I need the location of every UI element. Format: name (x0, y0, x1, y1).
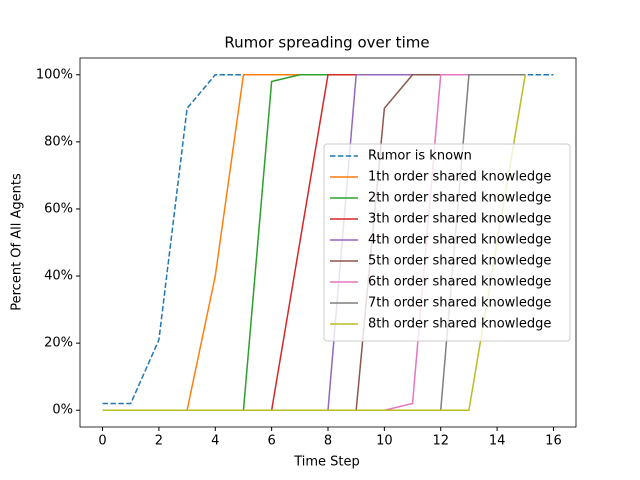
legend-label: 1th order shared knowledge (368, 170, 551, 185)
y-tick-label: 0% (52, 403, 73, 418)
plot-frame (79, 57, 577, 428)
x-tick-label: 2 (155, 434, 163, 449)
series-line (102, 74, 527, 411)
y-axis-label: Percent Of All Agents (10, 173, 25, 311)
x-tick-label: 4 (211, 434, 219, 449)
x-tick-label: 0 (98, 434, 106, 449)
legend-label: Rumor is known (368, 149, 472, 164)
legend-label: 8th order shared knowledge (368, 317, 551, 332)
y-tick-label: 20% (44, 336, 73, 351)
x-tick-label: 16 (545, 434, 562, 449)
legend-label: 5th order shared knowledge (368, 254, 551, 269)
y-tick-label: 100% (36, 67, 73, 82)
legend-label: 7th order shared knowledge (368, 296, 551, 311)
series-line (102, 74, 554, 405)
legend-label: 2th order shared knowledge (368, 191, 551, 206)
x-tick-label: 12 (432, 434, 449, 449)
x-tick-label: 14 (489, 434, 506, 449)
chart-title: Rumor spreading over time (224, 34, 429, 52)
legend-box (323, 143, 571, 342)
legend-label: 6th order shared knowledge (368, 275, 551, 290)
x-tick-label: 10 (376, 434, 393, 449)
x-axis-label: Time Step (293, 455, 360, 470)
x-tick-label: 6 (267, 434, 275, 449)
y-tick-label: 80% (44, 134, 73, 149)
x-tick-label: 8 (324, 434, 332, 449)
y-tick-label: 40% (44, 269, 73, 284)
legend-label: 3th order shared knowledge (368, 212, 551, 227)
legend: Rumor is known 1th order shared knowledge… (323, 143, 571, 342)
y-tick-label: 60% (44, 201, 73, 216)
legend-label: 4th order shared knowledge (368, 233, 551, 248)
